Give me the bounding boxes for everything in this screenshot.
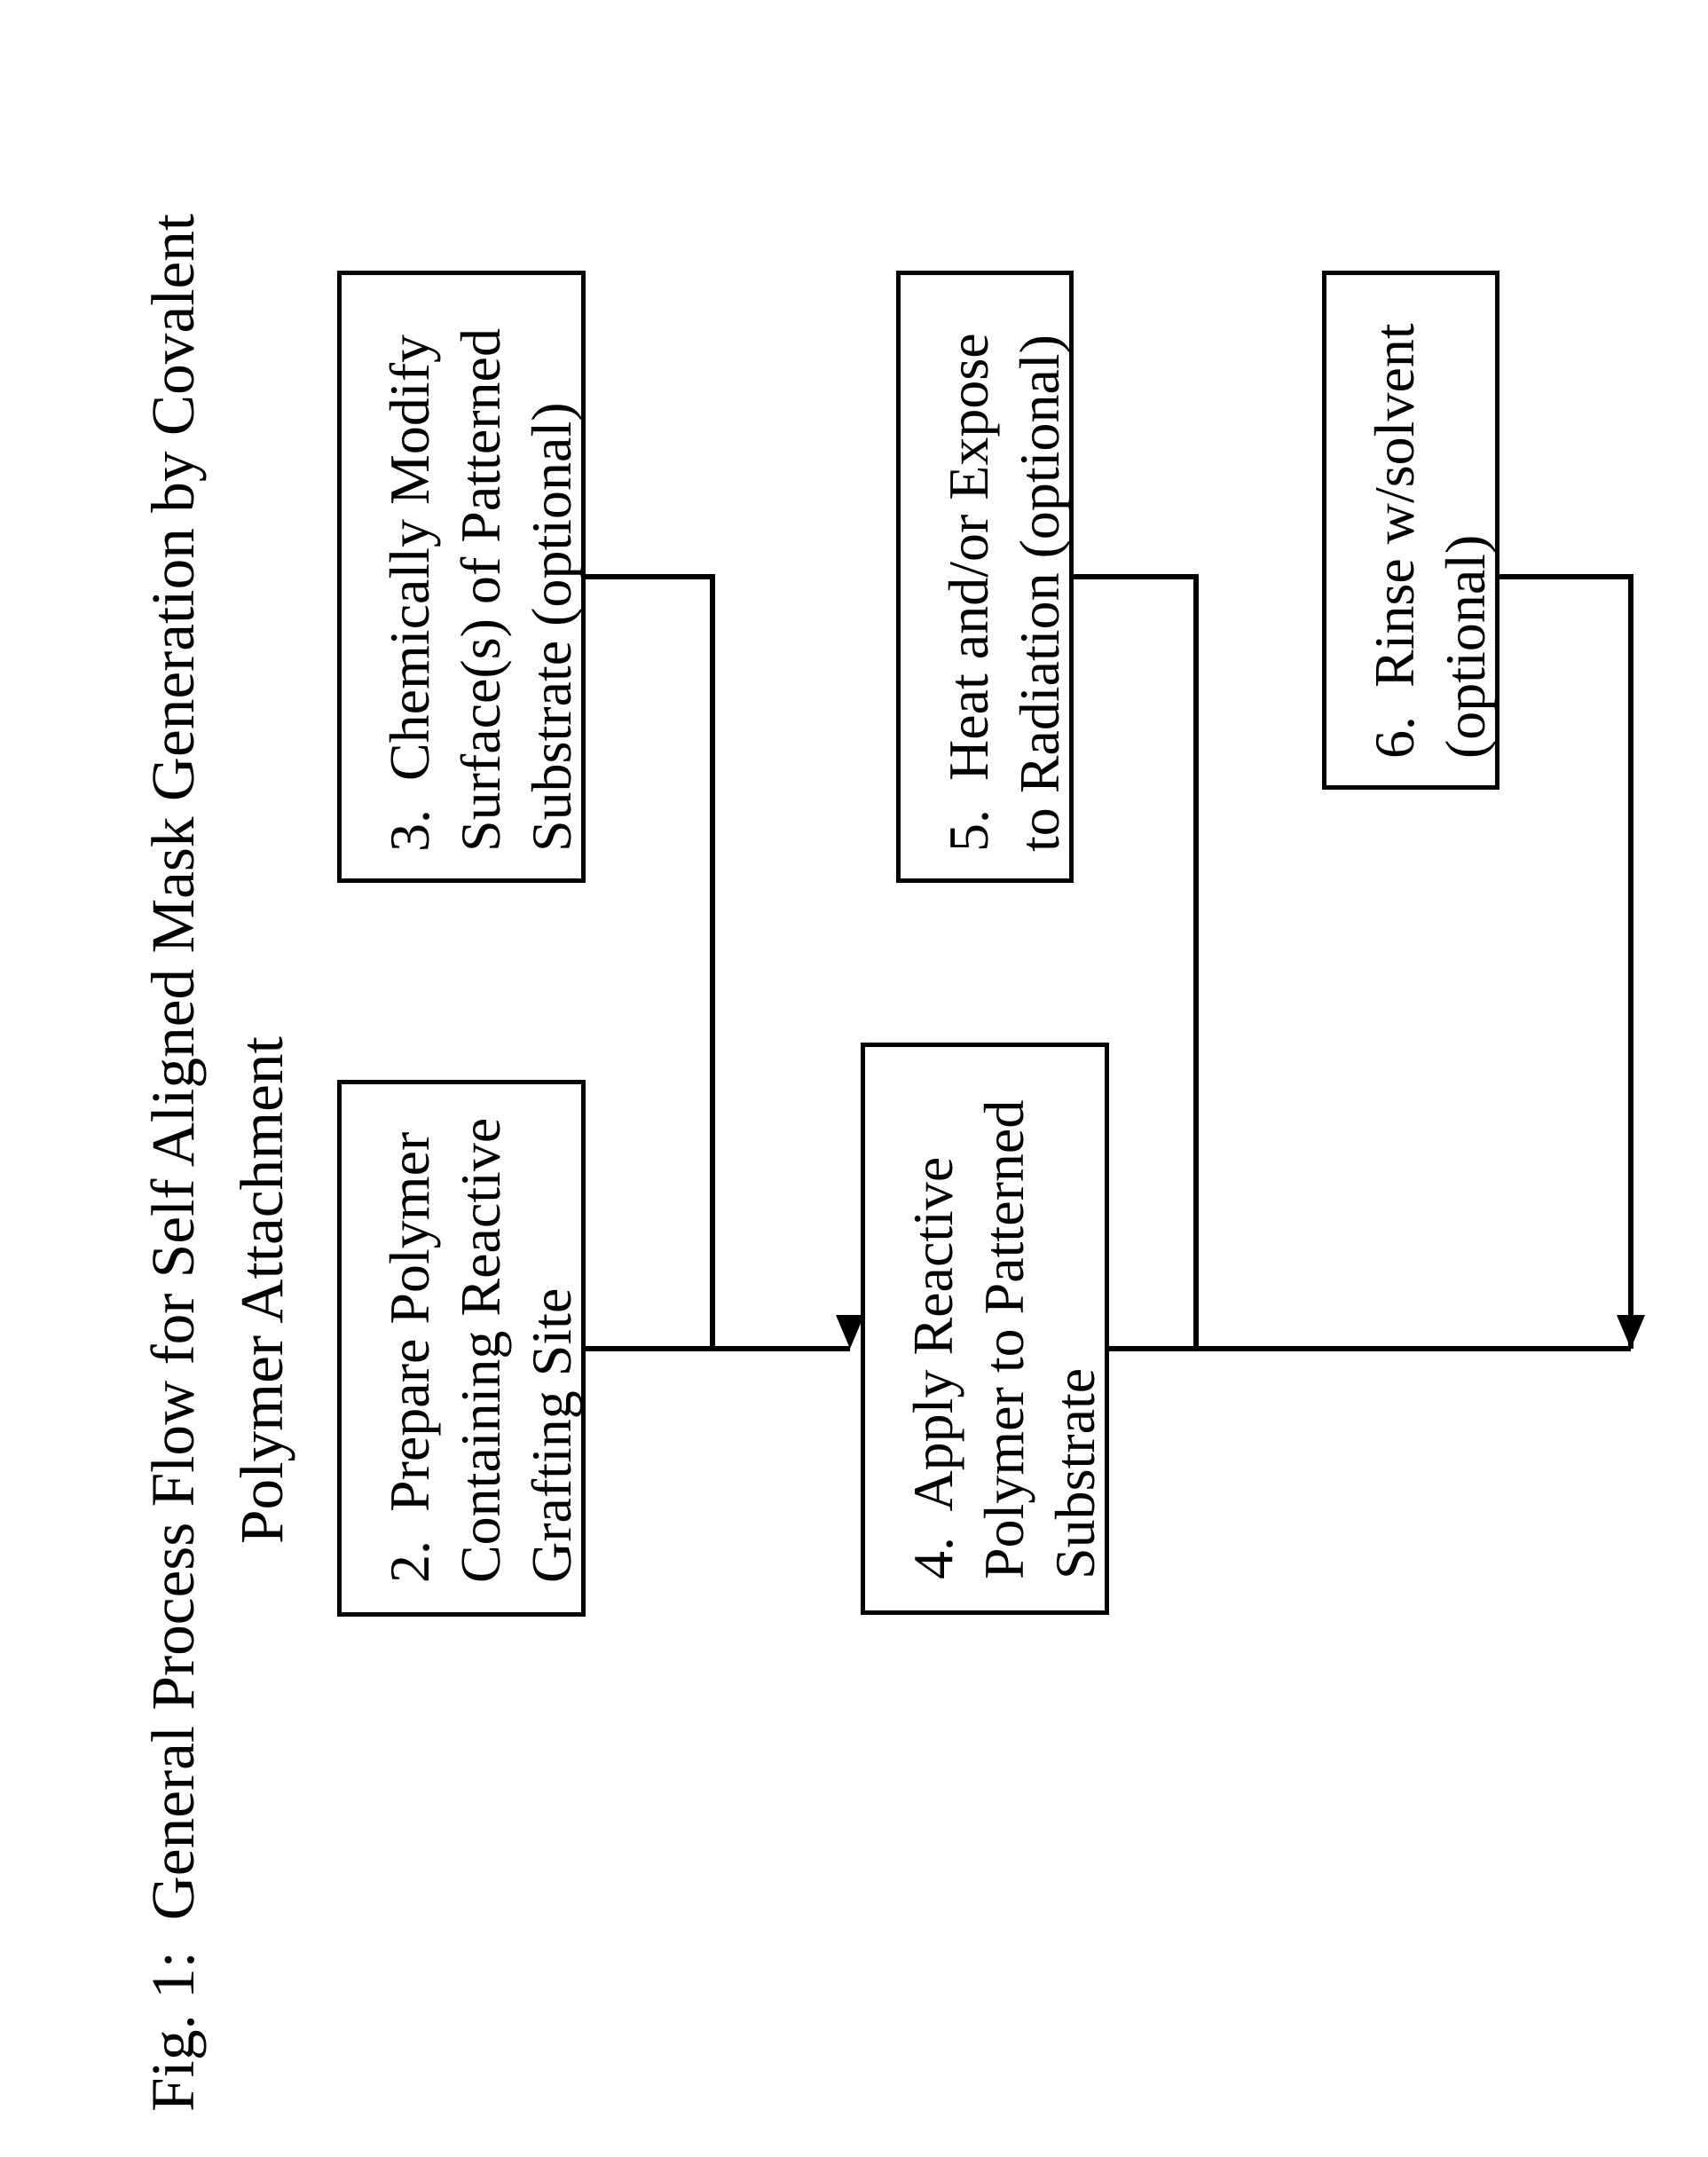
arrowhead-c_4_5_to_6 xyxy=(1617,1315,1645,1349)
diagram-canvas: Fig. 1: General Process Flow for Self Al… xyxy=(0,0,1708,2157)
flow-node-text: 3. Chemically Modify xyxy=(377,335,443,852)
flow-node-text: 2. Prepare Polymer xyxy=(377,1132,443,1583)
flow-node-text: 4. Apply Reactive xyxy=(901,1157,966,1579)
flow-node-text: 5. Heat and/or Expose xyxy=(936,333,1002,852)
flow-node-text: to Radiation (optional) xyxy=(1007,335,1073,852)
connector-c_2_3_to_4 xyxy=(586,577,850,1349)
flow-node-text: Substrate xyxy=(1043,1368,1108,1579)
figure-title-line: Fig. 1: General Process Flow for Self Al… xyxy=(138,214,209,2112)
flow-node-text: (optional) xyxy=(1433,535,1499,759)
figure-title-line: Polymer Attachment xyxy=(226,1036,297,1544)
flow-node-text: Containing Reactive xyxy=(448,1118,514,1583)
flow-node-text: Substrate (optional) xyxy=(519,402,585,852)
flow-node-text: Polymer to Patterned xyxy=(972,1100,1037,1579)
flow-node-text: Surface(s) of Patterned xyxy=(448,328,514,852)
flow-node-text: 6. Rinse w/solvent xyxy=(1362,323,1428,759)
flow-node-text: Grafting Site xyxy=(519,1288,585,1583)
